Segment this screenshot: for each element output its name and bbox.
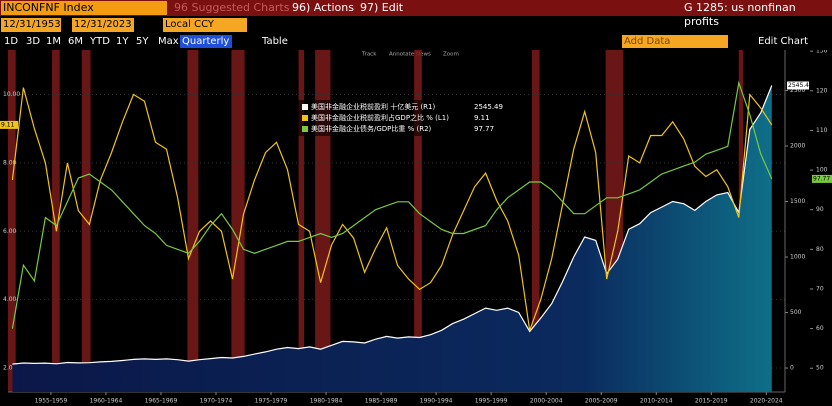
range-button[interactable]: 1Y bbox=[116, 36, 129, 47]
last-value-label: 97.77 bbox=[813, 175, 830, 182]
actions-menu[interactable]: 96) Actions bbox=[292, 1, 354, 14]
range-button[interactable]: Max bbox=[158, 36, 179, 47]
area bbox=[12, 85, 772, 392]
last-value-box bbox=[787, 81, 809, 90]
y2-tick-label: 2500 bbox=[790, 87, 805, 94]
y2-tick-label: 1000 bbox=[790, 254, 805, 261]
y3-tick-label: 90 bbox=[816, 206, 824, 213]
y3-tick-label: 60 bbox=[816, 325, 824, 332]
x-tick-label: 2000-2004 bbox=[530, 398, 563, 405]
legend-swatch bbox=[302, 104, 308, 110]
legend-value: 2545.49 bbox=[474, 103, 503, 111]
legend-label: 美国非金融企业税前盈利 十亿美元 (R1) bbox=[311, 102, 435, 111]
x-tick-label: 1995-1999 bbox=[475, 398, 508, 405]
window-title: G 1285: us nonfinan profits bbox=[684, 1, 796, 28]
chart-tool[interactable]: Track bbox=[361, 52, 377, 58]
end-date[interactable]: 12/31/2023 bbox=[72, 18, 134, 32]
line bbox=[11, 87, 773, 331]
y2-tick-label: 2000 bbox=[790, 143, 805, 150]
legend-swatch bbox=[302, 115, 308, 121]
y3-tick-label: 120 bbox=[816, 87, 828, 94]
range-button[interactable]: 1M bbox=[46, 36, 61, 47]
y3-tick-label: 80 bbox=[816, 246, 824, 253]
y-tick-label: 2.00 bbox=[3, 365, 17, 372]
x-tick-label: 1980-1984 bbox=[310, 398, 343, 405]
y-tick-label: 4.00 bbox=[3, 296, 17, 303]
recession-band bbox=[414, 50, 422, 392]
recession-band bbox=[298, 50, 305, 392]
legend-label: 美国非金融企业税前盈利占GDP之比 % (L1) bbox=[311, 113, 449, 122]
x-tick-label: 2010-2014 bbox=[640, 398, 673, 405]
x-tick-label: 1960-1964 bbox=[90, 398, 123, 405]
recession-band bbox=[52, 50, 60, 392]
y2-tick-label: 1500 bbox=[790, 198, 805, 205]
edit-menu[interactable]: 97) Edit bbox=[360, 1, 404, 14]
recession-band bbox=[231, 50, 245, 392]
range-button[interactable]: 6M bbox=[68, 36, 83, 47]
frequency[interactable]: Quarterly bbox=[180, 35, 232, 48]
x-tick-label: 1965-1969 bbox=[145, 398, 178, 405]
y3-tick-label: 50 bbox=[816, 365, 824, 372]
range-button[interactable]: 5Y bbox=[136, 36, 149, 47]
x-tick-label: 2020-2024 bbox=[750, 398, 783, 405]
x-tick-label: 1975-1979 bbox=[255, 398, 288, 405]
line bbox=[11, 80, 773, 329]
chart-tool[interactable]: News bbox=[416, 52, 431, 58]
edit-chart[interactable]: Edit Chart bbox=[758, 36, 809, 47]
last-value-box bbox=[812, 174, 832, 183]
chart-tool[interactable]: Zoom bbox=[443, 52, 459, 58]
x-tick-label: 1970-1974 bbox=[200, 398, 233, 405]
last-value-label: 9.11 bbox=[1, 121, 15, 128]
last-value-box bbox=[0, 120, 18, 129]
range-bar: Quarterly Table Add Data Edit Chart 1D 3D… bbox=[0, 34, 832, 49]
y3-tick-label: 130 bbox=[816, 50, 828, 55]
x-tick-label: 2015-2019 bbox=[695, 398, 728, 405]
legend-swatch bbox=[302, 126, 308, 132]
date-bar: 12/31/1953 12/31/2023 Local CCY bbox=[0, 17, 832, 33]
chart-tool[interactable]: Annotate bbox=[389, 52, 415, 58]
legend-value: 9.11 bbox=[474, 114, 490, 122]
range-button[interactable]: 1D bbox=[4, 36, 19, 47]
y-tick-label: 6.00 bbox=[3, 228, 17, 235]
x-tick-label: 2005-2009 bbox=[585, 398, 618, 405]
legend-box bbox=[298, 100, 508, 136]
recession-band bbox=[187, 50, 199, 392]
line bbox=[12, 85, 773, 365]
range-button[interactable]: YTD bbox=[90, 36, 110, 47]
suggested-charts[interactable]: 96 Suggested Charts bbox=[174, 1, 290, 14]
legend: 美国非金融企业税前盈利 十亿美元 (R1) 2545.49 2545.49 美国非金融… bbox=[0, 81, 832, 183]
y3-tick-label: 110 bbox=[816, 127, 828, 134]
range-button[interactable]: 3D bbox=[26, 36, 41, 47]
y-tick-label: 10.00 bbox=[3, 91, 20, 98]
recession-band bbox=[8, 50, 16, 392]
legend-value: 97.77 bbox=[474, 125, 494, 133]
x-tick-label: 1985-1989 bbox=[365, 398, 398, 405]
y2-tick-label: 500 bbox=[790, 309, 802, 316]
y3-tick-label: 100 bbox=[816, 167, 828, 174]
last-value-label: 2545.49 bbox=[788, 82, 813, 89]
recession-band bbox=[531, 50, 540, 392]
y3-tick-label: 70 bbox=[816, 285, 824, 292]
y2-tick-label: 0 bbox=[790, 365, 794, 372]
ticker-input[interactable]: INCONFNF Index bbox=[1, 1, 167, 15]
start-date[interactable]: 12/31/1953 bbox=[1, 18, 61, 32]
top-bar: INCONFNF Index 96 Suggested Charts 96) A… bbox=[0, 0, 832, 28]
add-data[interactable]: Add Data bbox=[622, 35, 728, 48]
x-tick-label: 1955-1959 bbox=[35, 398, 68, 405]
legend-label: 美国非金融企业债务/GDP比重 % (R2) bbox=[311, 124, 432, 133]
table-button[interactable]: Table bbox=[262, 36, 288, 47]
x-tick-label: 1990-1994 bbox=[420, 398, 453, 405]
currency[interactable]: Local CCY bbox=[163, 18, 247, 32]
chart: Track Annotate News Zoom 2.00 4.00 6.00 8.00 10.… bbox=[0, 50, 832, 405]
y-tick-label: 8.00 bbox=[3, 159, 17, 166]
